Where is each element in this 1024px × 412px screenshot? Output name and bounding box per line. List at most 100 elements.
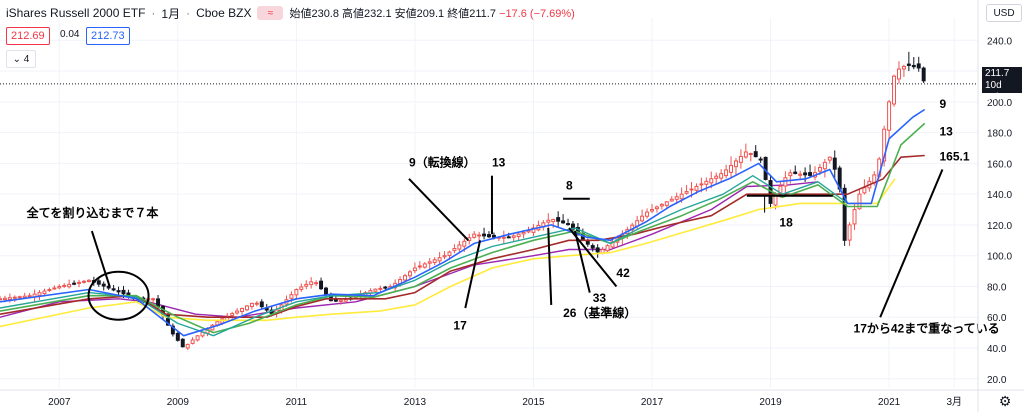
candle-body xyxy=(116,290,121,293)
candle-body xyxy=(817,166,822,172)
candle-body xyxy=(788,172,793,177)
pointer-line xyxy=(408,178,469,242)
candle-body xyxy=(916,63,921,69)
x-tick-label: 2019 xyxy=(759,397,782,408)
candle-body xyxy=(254,302,259,305)
candle-body xyxy=(659,203,664,207)
sell-price-button[interactable]: 212.69 xyxy=(6,27,50,45)
candle-body xyxy=(719,173,724,179)
currency-selector[interactable]: USD xyxy=(986,4,1022,22)
highlight-circle xyxy=(87,270,150,321)
candle-body xyxy=(531,227,536,233)
candle-body xyxy=(17,296,22,299)
candle-body xyxy=(832,157,837,170)
buy-price-button[interactable]: 212.73 xyxy=(86,27,130,45)
candle-body xyxy=(892,75,897,105)
candle-body xyxy=(338,299,343,303)
candle-body xyxy=(822,161,827,170)
candle-body xyxy=(679,193,684,200)
candle-body xyxy=(249,302,254,308)
candle-body xyxy=(72,282,77,285)
candles xyxy=(0,51,926,350)
candle-body xyxy=(551,218,556,223)
candle-body xyxy=(852,209,857,225)
x-tick-label: 2017 xyxy=(641,397,664,408)
candle-body xyxy=(175,332,180,341)
candle-body xyxy=(709,178,714,184)
candle-body xyxy=(235,310,240,314)
candle-body xyxy=(674,196,679,200)
header-separator: · xyxy=(151,6,156,20)
y-tick-label: 160.0 xyxy=(987,159,1012,170)
indicator-collapse-button[interactable]: ⌄ 4 xyxy=(6,50,36,68)
tenkan-line xyxy=(0,108,926,337)
pointer-line xyxy=(90,230,111,287)
bar-countdown: 10d 20h xyxy=(985,80,1002,103)
candle-body xyxy=(521,231,526,235)
candle-body xyxy=(185,343,190,349)
candle-body xyxy=(561,220,566,224)
candle-body xyxy=(447,251,452,256)
candle-body xyxy=(704,180,709,185)
annotation-label: 9 xyxy=(939,97,946,111)
approx-icon: ≈ xyxy=(267,7,274,19)
candle-body xyxy=(383,286,388,289)
candle-body xyxy=(170,325,175,335)
candle-body xyxy=(62,284,67,287)
candle-body xyxy=(403,275,408,281)
candle-body xyxy=(783,177,788,187)
candle-body xyxy=(151,298,156,301)
symbol-title[interactable]: iShares Russell 2000 ETF xyxy=(6,6,146,20)
candle-body xyxy=(417,265,422,268)
candle-body xyxy=(753,151,758,158)
candle-body xyxy=(654,206,659,210)
candle-body xyxy=(758,158,763,161)
candle-body xyxy=(289,294,294,299)
candle-body xyxy=(482,233,487,237)
last-price-label: 211.7 10d 20h xyxy=(982,67,1022,103)
y-tick-label: 40.0 xyxy=(987,344,1007,355)
candle-body xyxy=(7,297,12,301)
candle-body xyxy=(516,233,521,238)
aux-line xyxy=(0,175,849,337)
candle-body xyxy=(378,287,383,290)
candle-body xyxy=(27,295,32,298)
y-tick-label: 240.0 xyxy=(987,36,1012,47)
candle-body xyxy=(47,289,52,292)
candle-body xyxy=(432,259,437,264)
annotation-label: 18 xyxy=(779,215,793,229)
candle-body xyxy=(842,187,847,241)
span-a-line xyxy=(0,122,926,334)
candle-body xyxy=(462,240,467,247)
candle-body xyxy=(487,234,491,238)
candle-body xyxy=(798,173,803,176)
candle-body xyxy=(566,223,571,226)
gear-icon[interactable]: ⚙ xyxy=(998,393,1012,409)
candle-body xyxy=(180,338,185,348)
y-tick-label: 80.0 xyxy=(987,282,1007,293)
candle-body xyxy=(887,101,892,131)
candle-body xyxy=(67,283,72,288)
candle-body xyxy=(314,282,319,285)
last-price-value: 211.7 xyxy=(985,68,1010,79)
interval-label[interactable]: 1月 xyxy=(161,6,181,21)
candle-body xyxy=(743,151,748,158)
candle-body xyxy=(299,286,304,290)
annotation-label: 8 xyxy=(566,179,573,193)
candle-body xyxy=(477,234,482,237)
annotation-label: 13 xyxy=(939,125,953,139)
candle-body xyxy=(857,193,862,210)
candle-body xyxy=(195,335,200,341)
candle-body xyxy=(77,281,82,284)
annotation-label: 33 xyxy=(593,291,607,305)
candle-body xyxy=(244,305,249,311)
candle-body xyxy=(111,288,116,291)
candle-body xyxy=(714,175,719,179)
candle-body xyxy=(847,224,852,241)
candle-body xyxy=(694,185,699,191)
delayed-data-badge[interactable]: ≈ xyxy=(257,6,284,20)
kijun-line xyxy=(0,154,925,318)
candle-body xyxy=(729,164,734,173)
candle-body xyxy=(921,67,926,82)
